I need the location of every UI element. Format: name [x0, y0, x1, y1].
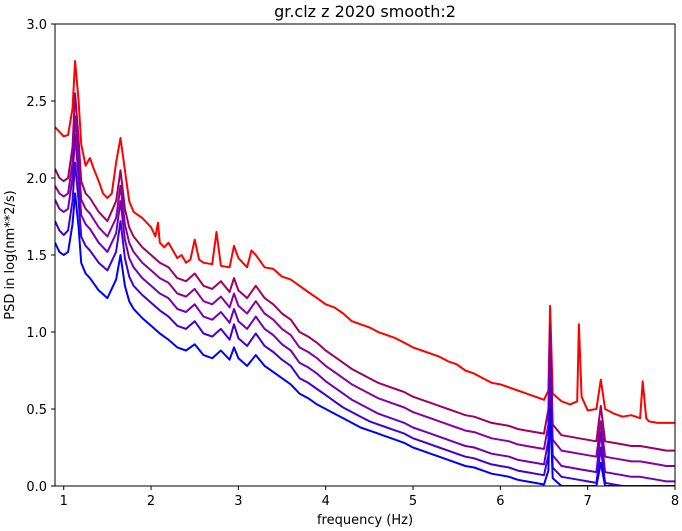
series-line-2	[55, 92, 675, 452]
y-axis-label: PSD in log(nm**2/s)	[3, 190, 18, 320]
x-tick-label: 2	[147, 494, 155, 509]
x-tick-label: 1	[60, 494, 68, 509]
x-axis-label: frequency (Hz)	[317, 513, 413, 528]
y-axis: 0.0 0.5 1.0 1.5 2.0 2.5 3.0	[26, 18, 55, 495]
series-lines	[55, 60, 675, 486]
x-tick-label: 4	[322, 494, 330, 509]
series-line-6	[55, 192, 675, 486]
plot-area	[55, 60, 675, 486]
x-tick-label: 7	[584, 494, 592, 509]
x-tick-label: 5	[409, 494, 417, 509]
series-line-5	[55, 161, 675, 486]
chart-title: gr.clz z 2020 smooth:2	[274, 2, 456, 21]
y-tick-label: 1.0	[26, 326, 47, 341]
y-tick-label: 0.5	[26, 403, 47, 418]
x-axis: 1 2 3 4 5 6 7 8	[60, 486, 679, 509]
x-tick-label: 6	[496, 494, 504, 509]
series-line-4	[55, 133, 675, 483]
y-tick-label: 2.0	[26, 172, 47, 187]
series-line-1	[55, 60, 675, 424]
y-tick-label: 0.0	[26, 480, 47, 495]
x-tick-label: 3	[234, 494, 242, 509]
y-tick-label: 2.5	[26, 95, 47, 110]
y-tick-label: 3.0	[26, 18, 47, 33]
x-tick-label: 8	[671, 494, 679, 509]
series-line-3	[55, 115, 675, 467]
y-tick-label: 1.5	[26, 249, 47, 264]
